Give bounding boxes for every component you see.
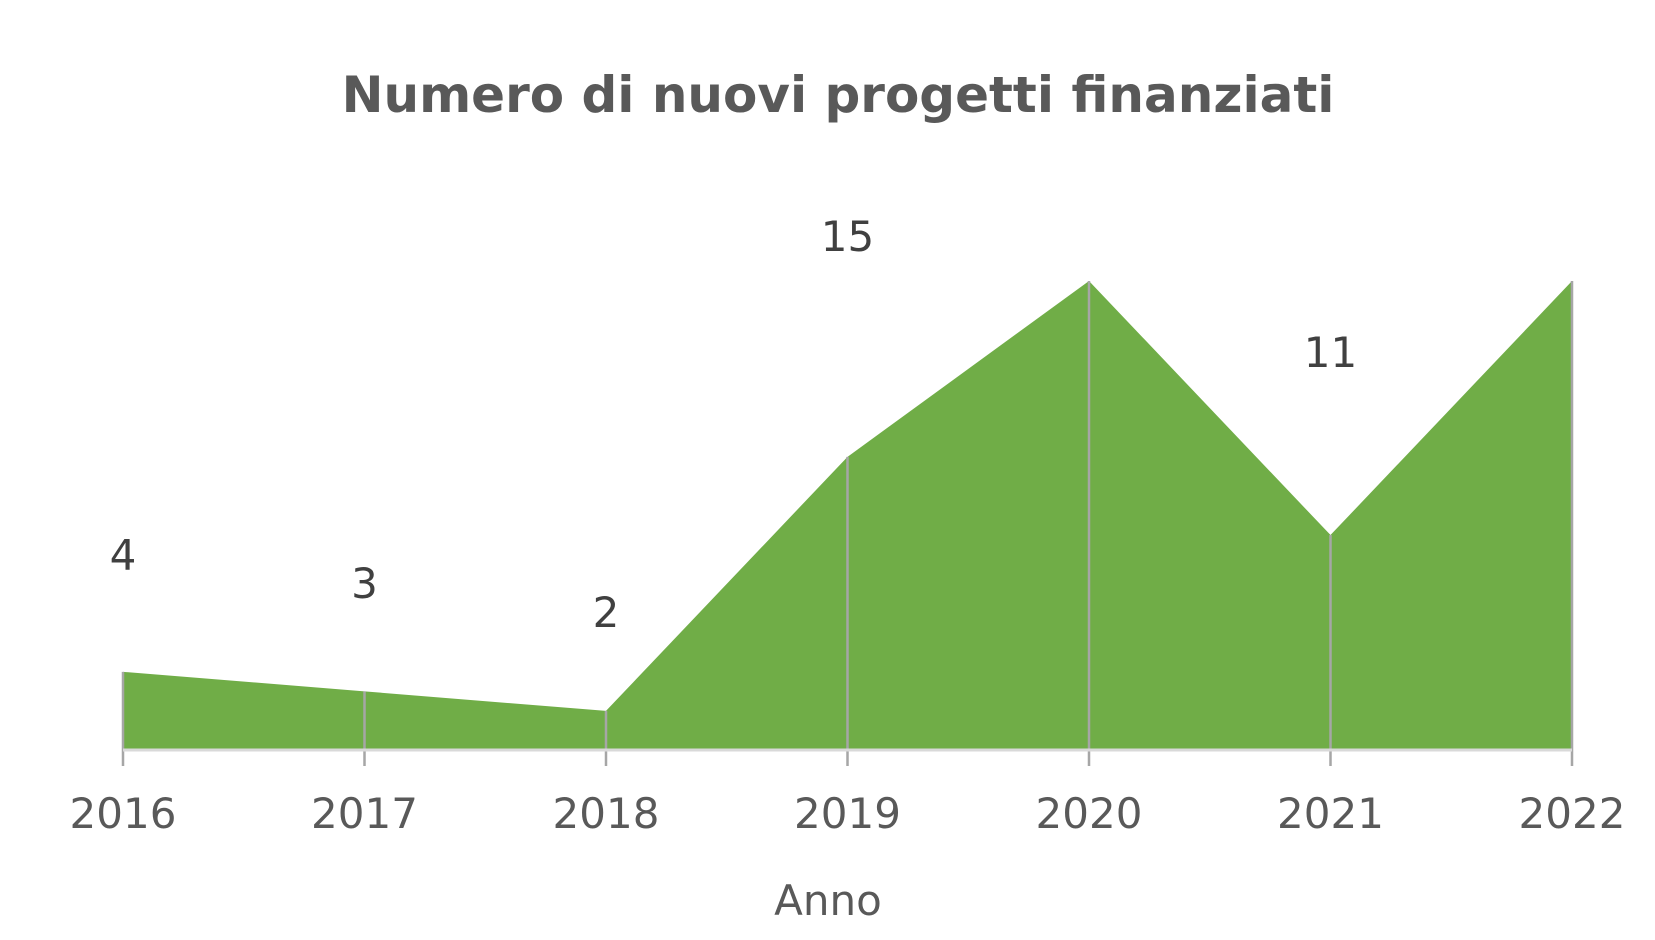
data-label-2021: 11 [1304, 328, 1357, 377]
x-tick-label-2016: 2016 [70, 789, 177, 838]
data-label-2020: 24 [1062, 0, 1115, 1]
data-label-2019: 15 [821, 212, 874, 261]
x-axis-title: Anno [774, 876, 882, 925]
data-labels: 4 3 2 15 24 11 24 [110, 0, 1599, 637]
x-tick-label-2018: 2018 [553, 789, 660, 838]
data-label-2022: 24 [1545, 0, 1598, 1]
x-axis-ticks: 2016 2017 2018 2019 2020 2021 2022 [70, 789, 1626, 838]
x-tick-label-2020: 2020 [1036, 789, 1143, 838]
x-tick-label-2022: 2022 [1519, 789, 1626, 838]
chart-title: Numero di nuovi progetti finanziati [342, 66, 1335, 124]
x-tick-label-2021: 2021 [1277, 789, 1384, 838]
data-label-2017: 3 [351, 559, 378, 608]
x-tick-label-2017: 2017 [311, 789, 418, 838]
data-label-2018: 2 [593, 588, 620, 637]
data-label-2016: 4 [110, 530, 137, 579]
plot-area [121, 281, 1574, 766]
x-tick-label-2019: 2019 [794, 789, 901, 838]
